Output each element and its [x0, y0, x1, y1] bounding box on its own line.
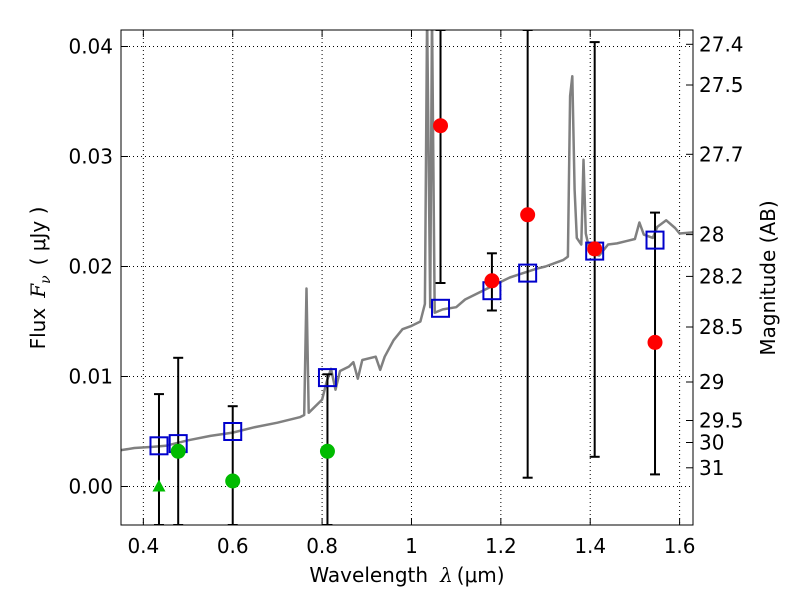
- plot-area: [121, 30, 693, 525]
- green-data-point: [319, 443, 335, 459]
- model-photometry-square: [149, 436, 169, 456]
- magnitude-tick-label: 27.7: [699, 142, 744, 166]
- y-tick-label: 0.02: [68, 255, 113, 279]
- x-tick-label: 1.4: [574, 534, 606, 558]
- x-tick-label: 0.4: [127, 534, 159, 558]
- green-data-point: [170, 443, 186, 459]
- grid: [121, 30, 693, 525]
- magnitude-tick-label: 30: [699, 431, 724, 455]
- magnitude-tick-label: 28: [699, 223, 724, 247]
- x-axis-title: Wavelength λ (μm): [309, 563, 504, 587]
- green-data-point: [225, 473, 241, 489]
- axis-ticks: 0.4 0.6 0.8 1 1.2 1.4 1.6 0.00 0.01 0.02 0.03 0.04 2…: [68, 30, 744, 558]
- x-tick-label: 1.2: [485, 534, 517, 558]
- magnitude-tick-label: 27.4: [699, 32, 744, 56]
- red-data-point: [433, 118, 449, 134]
- spectrum-line: [121, 30, 693, 452]
- y-tick-label: 0.00: [68, 475, 113, 499]
- red-data-point: [587, 241, 603, 257]
- green-upper-limit-triangle: [152, 479, 166, 492]
- y-tick-label: 0.04: [68, 35, 113, 59]
- magnitude-tick-label: 29: [699, 370, 724, 394]
- y-tick-label: 0.03: [68, 145, 113, 169]
- model-photometry-square: [645, 230, 665, 250]
- red-data-point: [647, 334, 663, 350]
- model-photometry-square: [223, 422, 243, 441]
- magnitude-tick-label: 29.5: [699, 409, 744, 433]
- right-axis-title: Magnitude (AB): [756, 200, 780, 355]
- x-tick-label: 0.6: [217, 534, 249, 558]
- model-photometry-square: [431, 298, 451, 318]
- red-data-point: [520, 207, 536, 223]
- model-photometry-square: [518, 263, 538, 283]
- x-tick-label: 0.8: [306, 534, 338, 558]
- x-tick-label: 1.6: [664, 534, 696, 558]
- magnitude-tick-label: 27.5: [699, 73, 744, 97]
- red-data-point: [484, 273, 500, 289]
- y-axis-title: FluxFν( μJy ): [26, 207, 54, 350]
- y-tick-label: 0.01: [68, 365, 113, 389]
- x-tick-label: 1: [405, 534, 418, 558]
- magnitude-tick-label: 31: [699, 456, 724, 480]
- model-photometry-square: [317, 368, 337, 388]
- magnitude-tick-label: 28.5: [699, 315, 744, 339]
- plot-frame: [120, 29, 694, 526]
- magnitude-tick-label: 28.2: [699, 264, 744, 288]
